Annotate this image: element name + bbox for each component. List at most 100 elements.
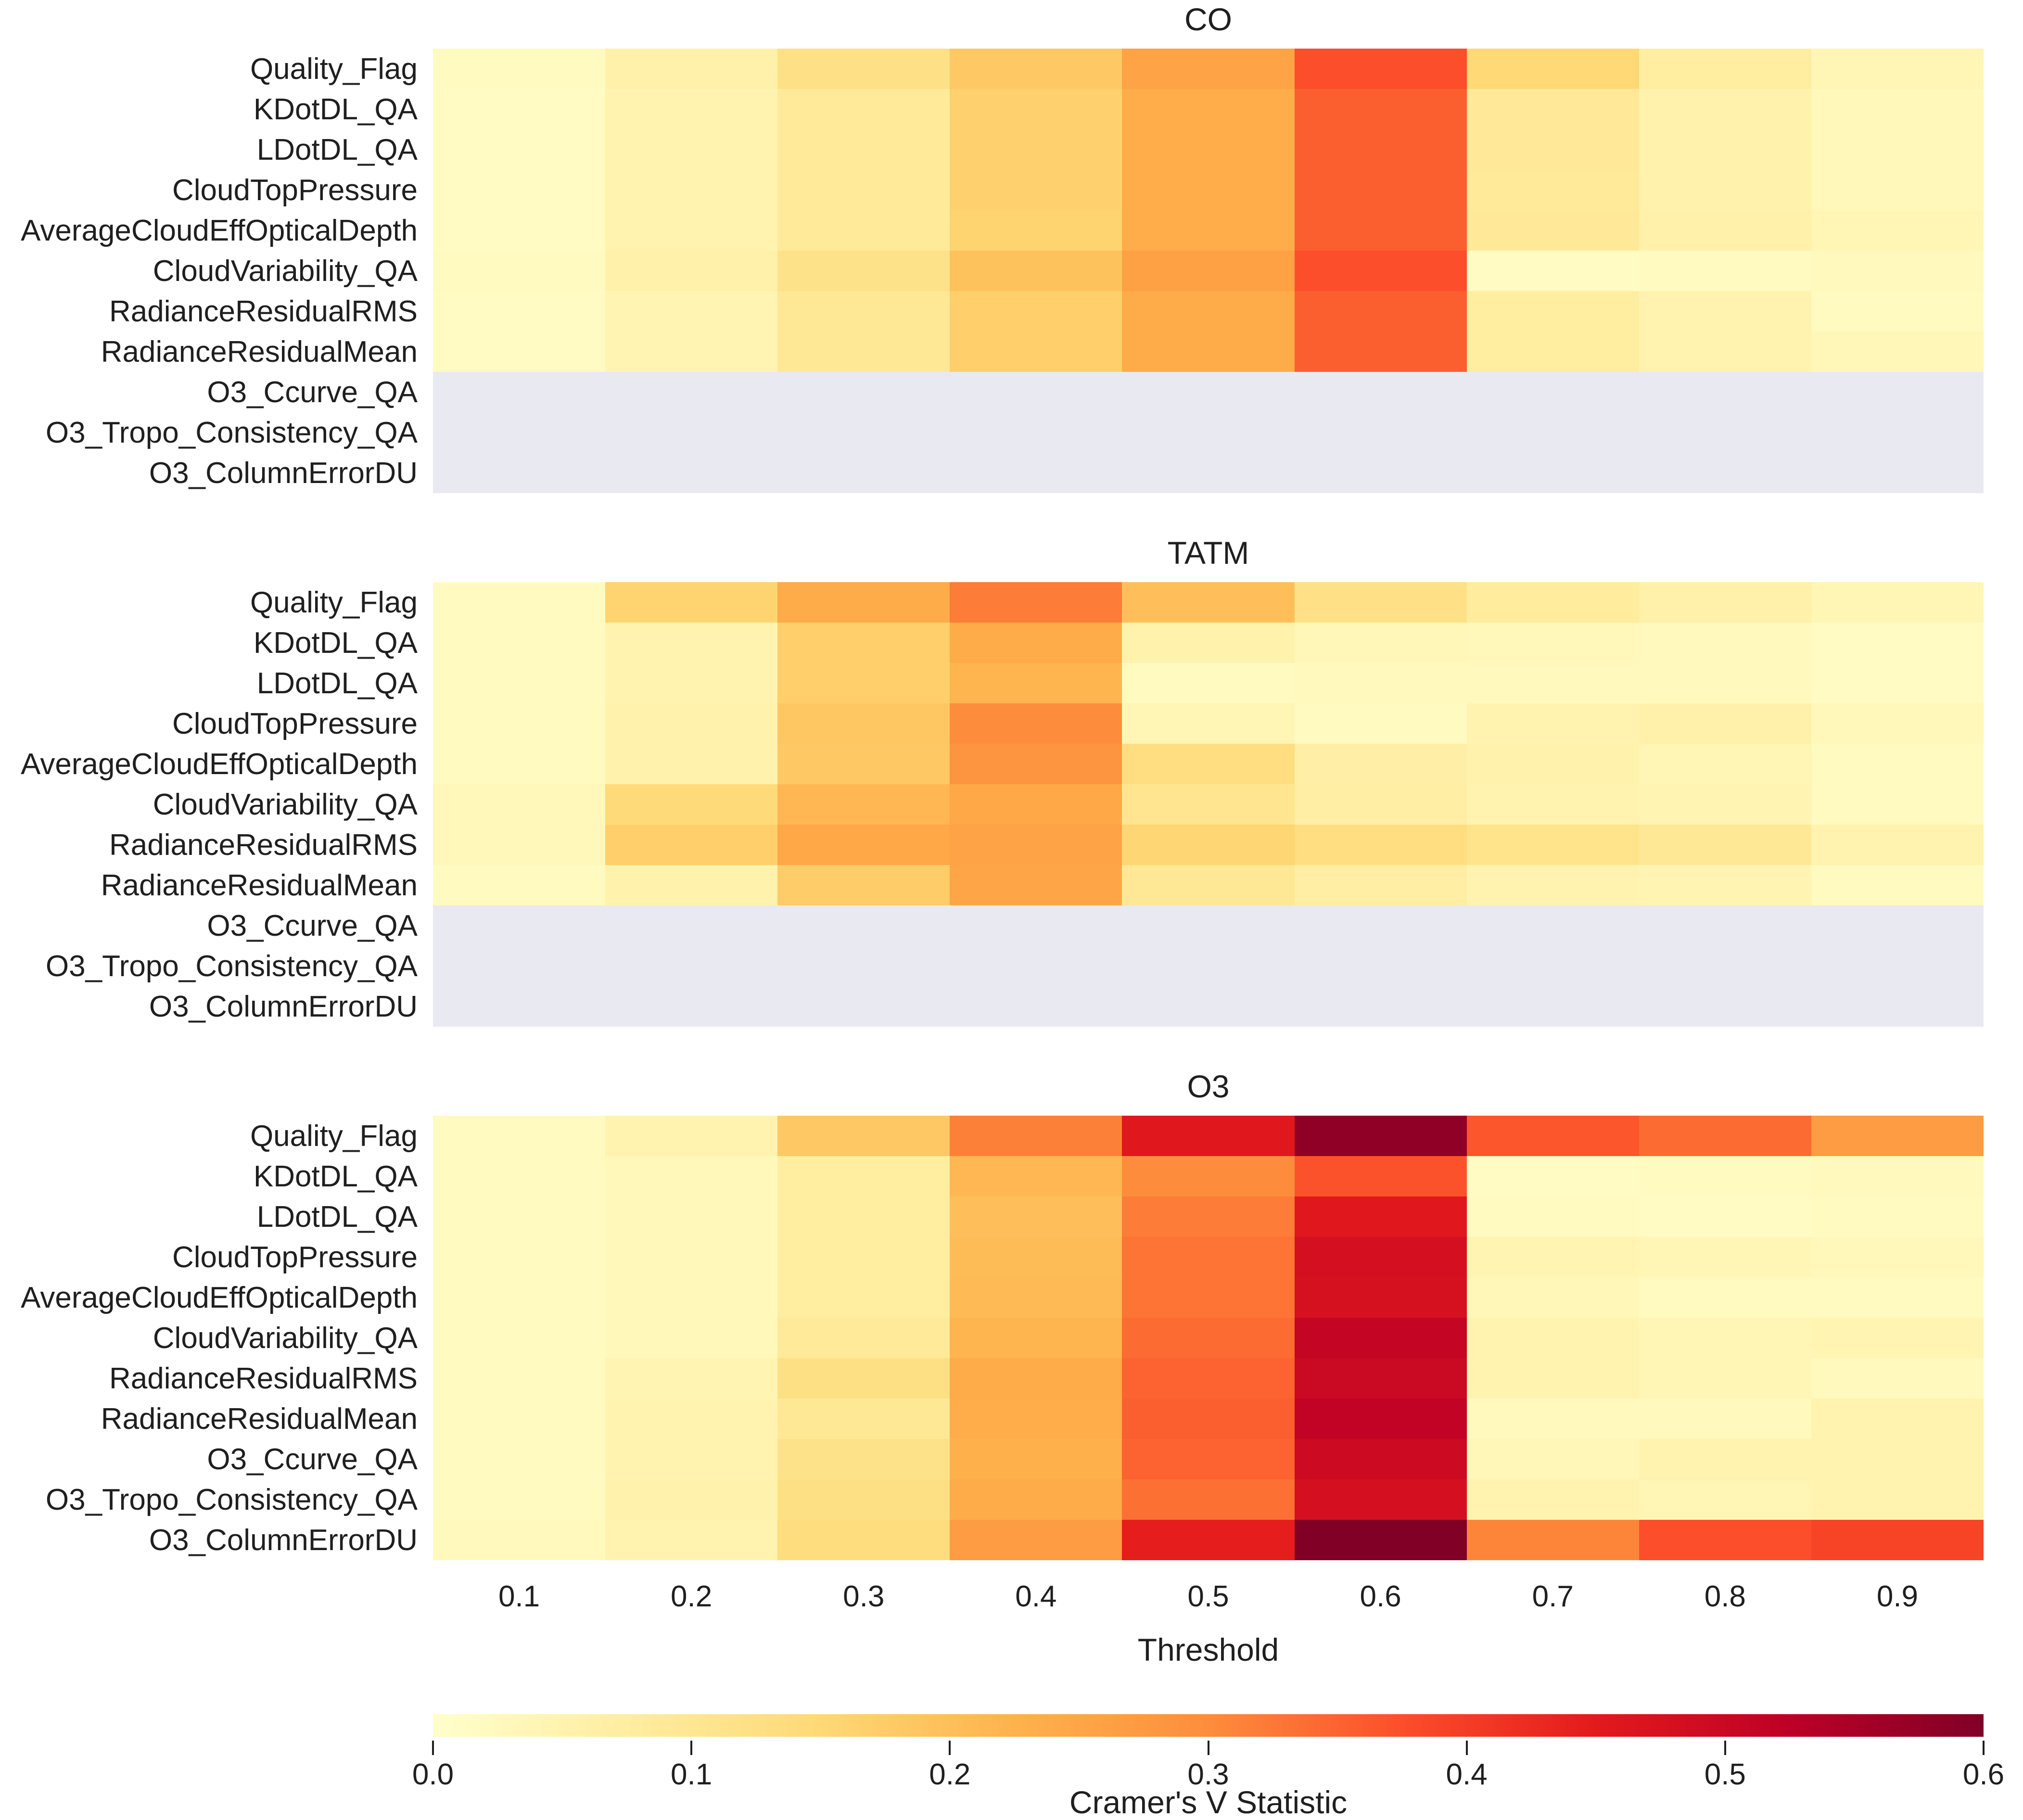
heatmap-cell bbox=[605, 1358, 778, 1399]
row-label: O3_Ccurve_QA bbox=[207, 1442, 418, 1476]
heatmap-cell bbox=[777, 744, 950, 784]
heatmap-cell bbox=[605, 1520, 778, 1560]
heatmap-cell bbox=[1811, 825, 1984, 865]
heatmap-cell bbox=[777, 1156, 950, 1196]
heatmap-cell bbox=[433, 1479, 606, 1520]
panel-title-co: CO bbox=[1184, 1, 1232, 37]
heatmap-cell bbox=[1811, 623, 1984, 663]
heatmap-cell bbox=[1294, 1439, 1467, 1479]
heatmap-cell bbox=[1122, 210, 1295, 251]
heatmap-cell bbox=[1639, 1318, 1811, 1358]
heatmap-cell bbox=[1466, 1358, 1639, 1399]
row-label: RadianceResidualMean bbox=[101, 335, 418, 369]
heatmap-cell bbox=[605, 623, 778, 663]
heatmap-cell bbox=[605, 331, 778, 372]
heatmap-cell bbox=[1811, 1439, 1984, 1479]
heatmap-cell bbox=[605, 1318, 778, 1358]
heatmap-cell bbox=[433, 1439, 606, 1479]
heatmap-cell bbox=[777, 1479, 950, 1520]
heatmap-cell bbox=[1639, 1358, 1811, 1399]
row-label: RadianceResidualMean bbox=[101, 868, 418, 902]
heatmap-cell bbox=[1639, 703, 1811, 744]
heatmap-cell bbox=[1466, 986, 1639, 1027]
heatmap-cell bbox=[950, 372, 1122, 412]
heatmap-cell bbox=[1639, 1156, 1811, 1196]
colorbar-tick-label: 0.4 bbox=[1446, 1758, 1488, 1791]
heatmap-cell bbox=[433, 784, 606, 825]
heatmap-cell bbox=[1639, 170, 1811, 210]
heatmap-cell bbox=[605, 291, 778, 331]
heatmap-cell bbox=[1122, 170, 1295, 210]
colorbar-tick bbox=[1207, 1741, 1209, 1755]
x-tick-label: 0.2 bbox=[671, 1580, 713, 1613]
row-label: LDotDL_QA bbox=[256, 133, 418, 166]
heatmap-cell bbox=[1811, 1358, 1984, 1399]
row-label: AverageCloudEffOpticalDepth bbox=[21, 747, 418, 781]
heatmap-cell bbox=[1122, 1116, 1295, 1156]
x-tick-label: 0.3 bbox=[843, 1580, 885, 1613]
heatmap-cell bbox=[777, 412, 950, 453]
heatmap-cell bbox=[1294, 129, 1467, 170]
heatmap-co bbox=[433, 49, 1984, 493]
heatmap-cell bbox=[1294, 744, 1467, 784]
heatmap-cell bbox=[777, 1116, 950, 1156]
heatmap-cell bbox=[1811, 905, 1984, 946]
row-label: AverageCloudEffOpticalDepth bbox=[21, 1281, 418, 1314]
row-label: RadianceResidualRMS bbox=[109, 1362, 418, 1395]
heatmap-cell bbox=[433, 129, 606, 170]
heatmap-cell bbox=[1122, 331, 1295, 372]
heatmap-cell bbox=[1639, 986, 1811, 1027]
heatmap-cell bbox=[777, 1520, 950, 1560]
heatmap-cell bbox=[1811, 986, 1984, 1027]
heatmap-cell bbox=[777, 89, 950, 129]
heatmap-cell bbox=[433, 825, 606, 865]
row-label: CloudTopPressure bbox=[172, 1240, 418, 1274]
heatmap-cell bbox=[1122, 129, 1295, 170]
heatmap-cell bbox=[777, 946, 950, 986]
heatmap-cell bbox=[950, 412, 1122, 453]
heatmap-cell bbox=[433, 1237, 606, 1277]
heatmap-cell bbox=[1811, 412, 1984, 453]
heatmap-cell bbox=[1122, 1479, 1295, 1520]
heatmap-cell bbox=[1639, 210, 1811, 251]
colorbar-tick-label: 0.0 bbox=[412, 1758, 454, 1791]
heatmap-cell bbox=[777, 129, 950, 170]
heatmap-cell bbox=[1122, 251, 1295, 291]
heatmap-cell bbox=[1294, 210, 1467, 251]
heatmap-cell bbox=[433, 1277, 606, 1318]
heatmap-cell bbox=[777, 703, 950, 744]
heatmap-cell bbox=[605, 129, 778, 170]
row-label: O3_ColumnErrorDU bbox=[149, 990, 418, 1023]
heatmap-cell bbox=[950, 210, 1122, 251]
row-label: AverageCloudEffOpticalDepth bbox=[21, 214, 418, 247]
heatmap-cell bbox=[950, 1520, 1122, 1560]
heatmap-cell bbox=[1294, 170, 1467, 210]
heatmap-cell bbox=[1811, 703, 1984, 744]
row-label: KDotDL_QA bbox=[253, 626, 418, 660]
heatmap-cell bbox=[777, 453, 950, 493]
heatmap-cell bbox=[1122, 703, 1295, 744]
heatmap-cell bbox=[1122, 905, 1295, 946]
heatmap-cell bbox=[950, 1358, 1122, 1399]
heatmap-cell bbox=[433, 372, 606, 412]
colorbar-tick bbox=[432, 1741, 434, 1755]
heatmap-cell bbox=[1122, 1237, 1295, 1277]
heatmap-cell bbox=[605, 251, 778, 291]
heatmap-cell bbox=[605, 453, 778, 493]
row-label: CloudVariability_QA bbox=[153, 788, 418, 821]
heatmap-cell bbox=[1639, 89, 1811, 129]
heatmap-cell bbox=[1466, 372, 1639, 412]
heatmap-cell bbox=[605, 1479, 778, 1520]
heatmap-cell bbox=[1466, 623, 1639, 663]
heatmap-cell bbox=[1294, 825, 1467, 865]
heatmap-cell bbox=[777, 1439, 950, 1479]
heatmap-cell bbox=[1122, 453, 1295, 493]
heatmap-cell bbox=[605, 582, 778, 623]
heatmap-cell bbox=[950, 1116, 1122, 1156]
heatmap-cell bbox=[433, 623, 606, 663]
heatmap-cell bbox=[1639, 663, 1811, 703]
heatmap-cell bbox=[1639, 412, 1811, 453]
heatmap-cell bbox=[1639, 49, 1811, 89]
heatmap-cell bbox=[950, 1479, 1122, 1520]
colorbar-tick bbox=[949, 1741, 951, 1755]
